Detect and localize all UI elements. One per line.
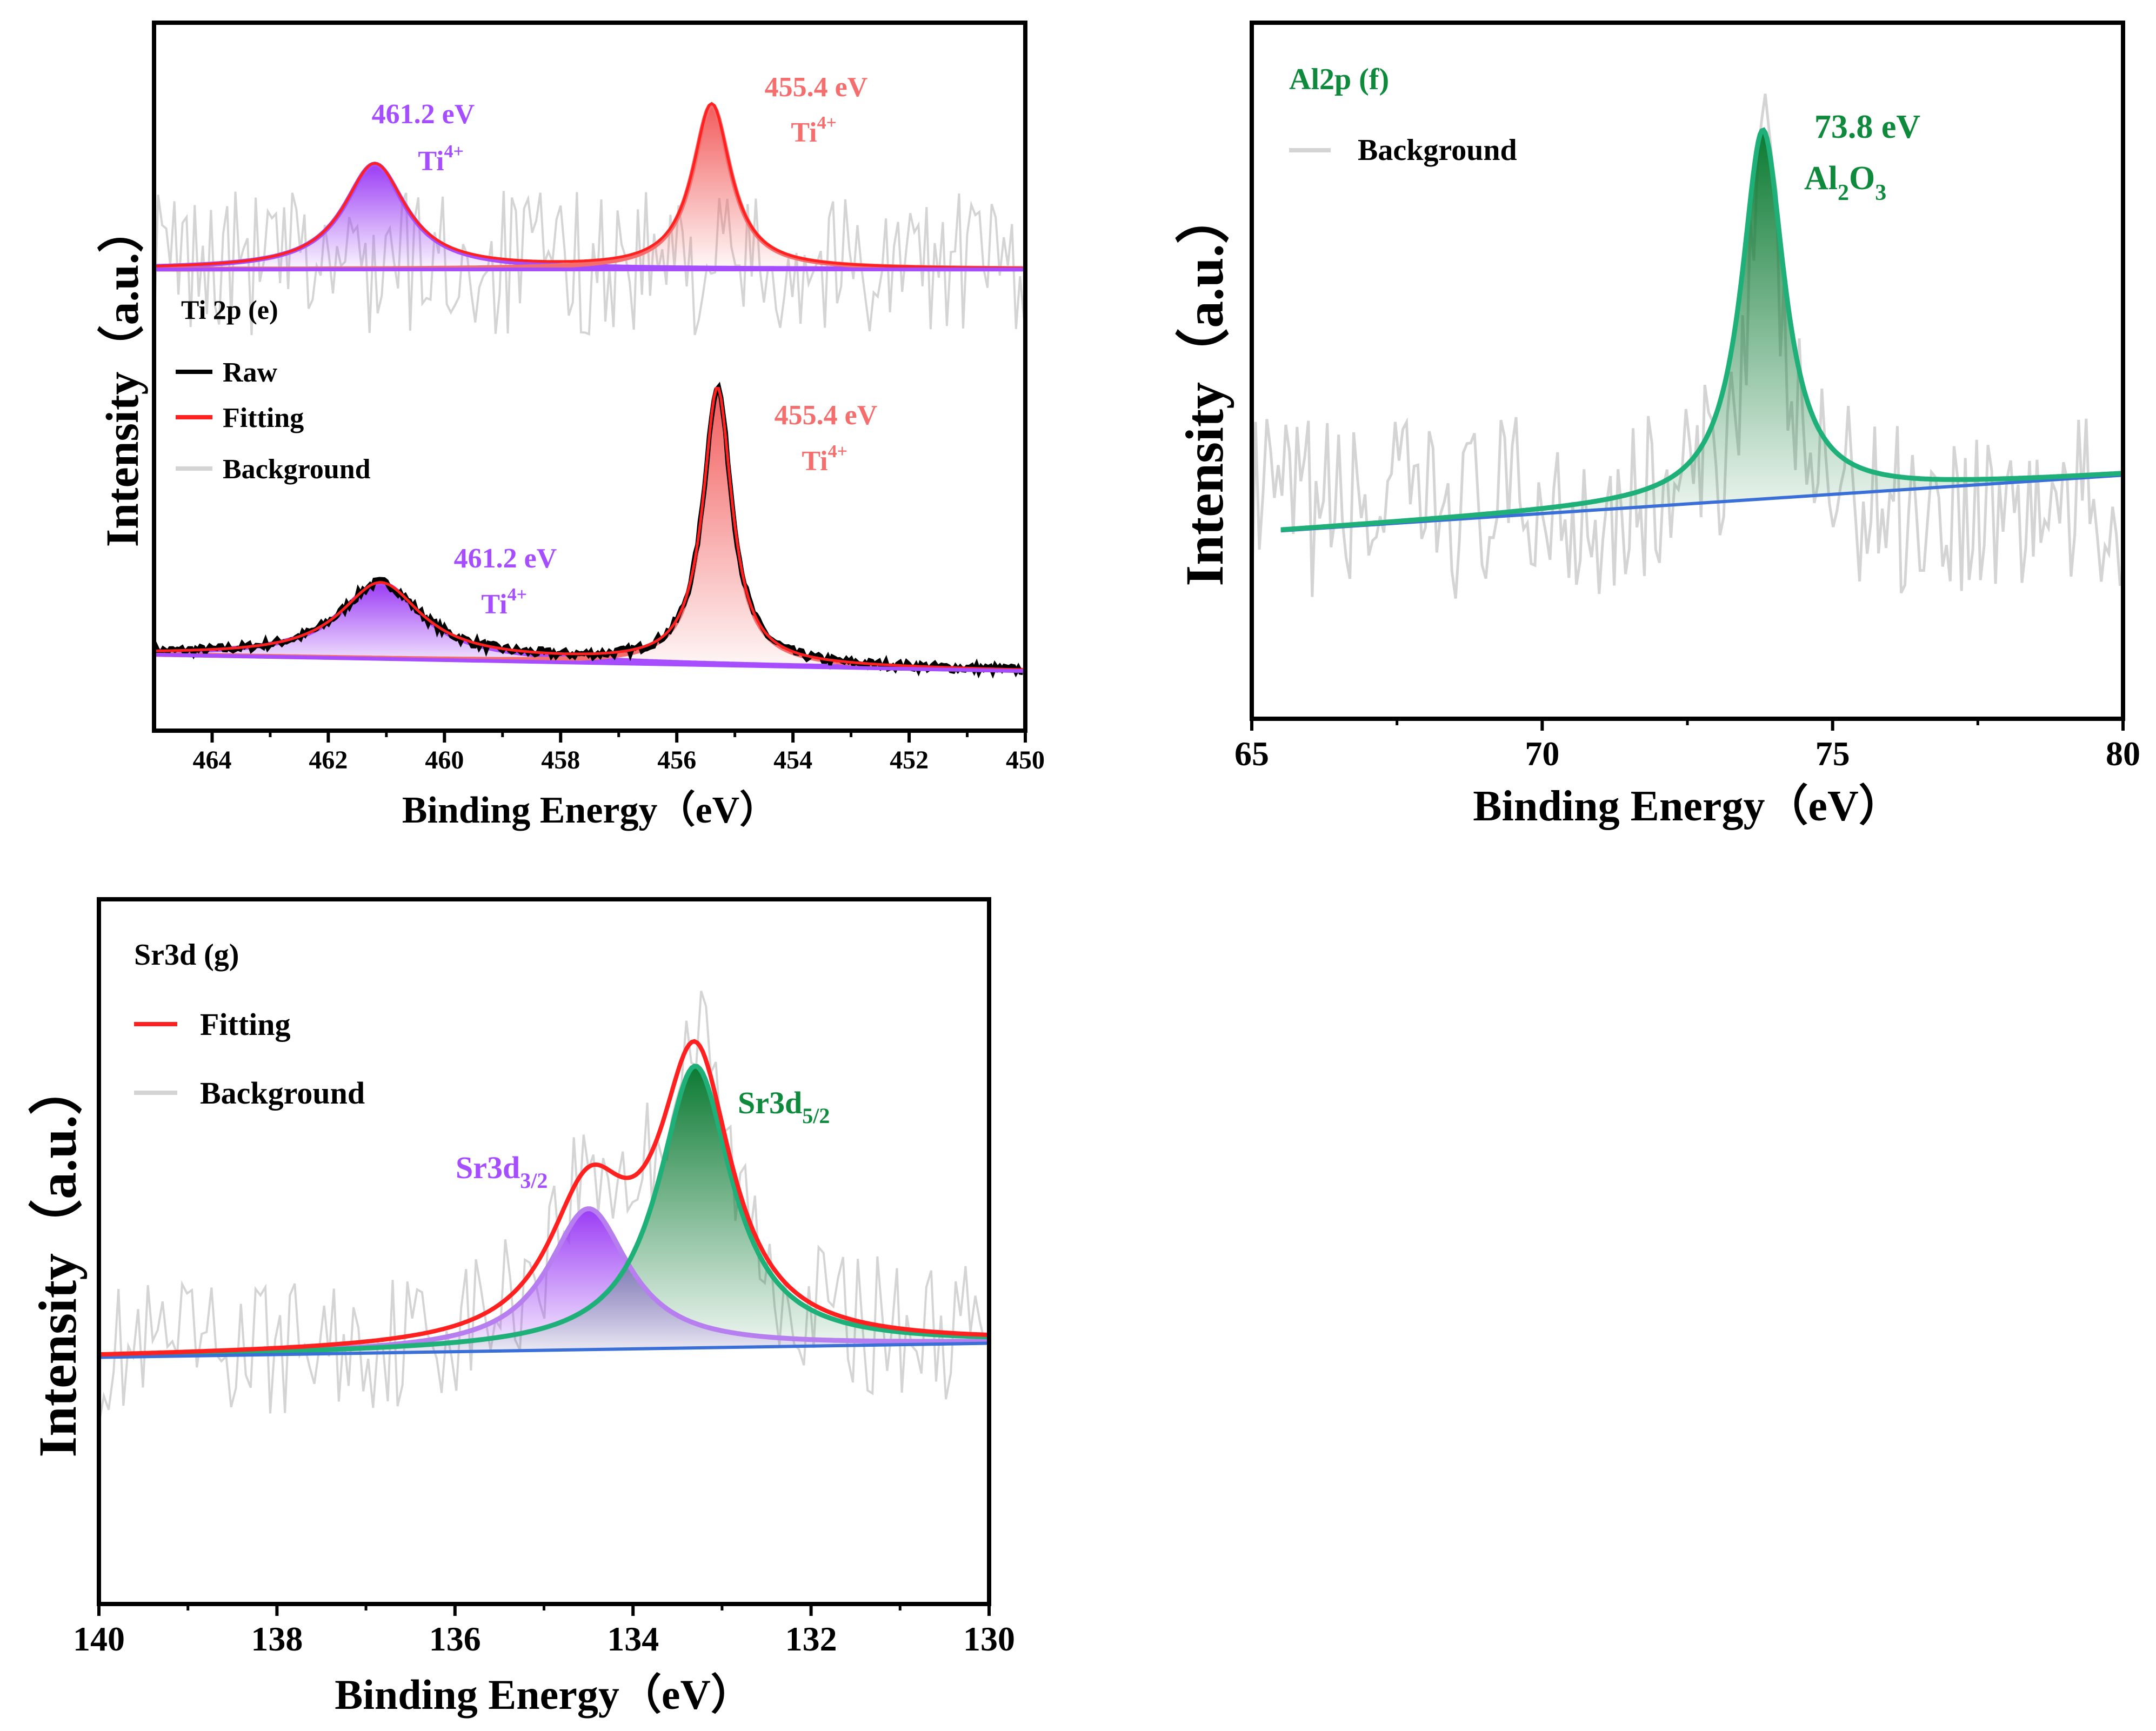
al2p-tick-label-75: 75 [1815,734,1850,773]
al2p-species-text: Al [1804,160,1838,197]
al2p-fitting-line [1280,127,2123,532]
sr3d-x-axis-label: Binding Energy（eV） [335,1671,753,1718]
sr3d-tick-label-138: 138 [251,1620,303,1658]
sr3d-fitting-line [98,1039,989,1357]
sr3d-title: Sr3d (g) [134,938,239,972]
panel-al2p: 65 70 75 80 Al2p (f) Background 73.8 eV Al2… [1174,21,2140,830]
sr3d-label-5-2: Sr3d5/2 [738,1085,830,1128]
sr3d-label-3-2: Sr3d3/2 [456,1150,548,1193]
al2p-tick-label-80: 80 [2106,734,2140,773]
al2p-peak-label-species: Al2O3 [1804,160,1886,205]
al2p-peak-fill [1280,130,2123,531]
legend-label-sr-fitting: Fitting [200,1007,291,1042]
ti2p-peak-fills [154,105,1025,671]
sr3d-tick-label-132: 132 [785,1620,837,1658]
ti2p-tick-label-464: 464 [192,746,231,774]
sr3d-peak-line-1 [98,1064,989,1359]
ti2p-upper-label-455-state: Ti4+ [791,113,837,148]
ti2p-upper-background-trace [153,191,1025,336]
al2p-peak-fills [1280,130,2123,531]
sr3d-y-axis-label: Intensity（a.u.） [28,1061,88,1457]
al2p-title: Al2p (f) [1289,63,1389,96]
ti2p-lower-455-state-sup: 4+ [828,442,847,462]
ti2p-upper-label-455-ev: 455.4 eV [765,72,868,103]
al2p-x-axis-label: Binding Energy（eV） [1473,783,1901,830]
ti2p-tick-label-450: 450 [1006,746,1045,774]
ti2p-upper-461-state-text: Ti [418,146,444,177]
ti2p-upper-label-461-ev: 461.2 eV [372,99,475,130]
ti2p-plot-frame [152,21,1027,733]
ti2p-lower-label-455-ev: 455.4 eV [775,400,878,431]
al2p-tick-label-65: 65 [1234,734,1269,773]
ti2p-tick-label-458: 458 [541,746,580,774]
ti2p-upper-peak-fill-0 [154,164,1025,270]
ti2p-tick-label-456: 456 [657,746,696,774]
ti2p-lower-fitting-line [154,386,1023,671]
ti2p-upper-455-state-sup: 4+ [817,113,837,133]
sr3d-32-sub: 3/2 [520,1168,548,1193]
ti2p-upper-461-state-sup: 4+ [444,142,464,162]
sr3d-background-noise [98,991,986,1425]
legend-label-al-background: Background [1358,133,1517,167]
ti2p-y-axis-label: Intensity（a.u.） [96,206,148,547]
sr3d-tick-label-130: 130 [963,1620,1015,1658]
ti2p-curves [151,102,1026,679]
sr3d-background-trace [98,991,986,1425]
ti2p-tick-label-462: 462 [309,746,348,774]
al2p-peak-label-ev: 73.8 eV [1814,109,1921,145]
ti2p-lower-label-461-state: Ti4+ [481,585,527,620]
sr3d-tick-label-136: 136 [429,1620,481,1658]
sr3d-tick-label-134: 134 [607,1620,659,1658]
ti2p-lower-label-455-state: Ti4+ [802,442,847,477]
al2p-species-mid: O [1849,160,1875,197]
sr3d-baseline [98,1341,990,1359]
sr3d-32-text: Sr3d [456,1150,520,1185]
al2p-plot-frame [1250,21,2125,721]
ti2p-tick-label-454: 454 [773,746,812,774]
sr3d-curves [98,1039,990,1359]
sr3d-x-ticks: 140 138 136 134 132 130 [73,1604,1015,1658]
ti2p-lower-label-461-ev: 461.2 eV [454,543,557,574]
ti2p-tick-label-452: 452 [890,746,929,774]
panel-sr3d: 140 138 136 134 132 130 Sr3d (g) Fitting Back… [28,897,1015,1718]
ti2p-lower-461-state-text: Ti [481,589,507,620]
sr3d-peak-fill-0 [99,1208,989,1358]
al2p-y-axis-label: Intensity（a.u.） [1174,190,1234,586]
al2p-x-ticks: 65 70 75 80 [1234,719,2140,773]
ti2p-background-noise [153,191,1025,336]
sr3d-tick-label-140: 140 [73,1620,125,1658]
sr3d-peak-fills [99,1066,989,1358]
ti2p-lower-455-state-text: Ti [802,446,827,477]
sr3d-52-text: Sr3d [738,1085,802,1120]
ti2p-title: Ti 2p (e) [181,295,278,325]
al2p-species-sub2: 3 [1875,181,1886,205]
ti2p-lower-baseline [153,652,1026,673]
al2p-tick-label-70: 70 [1525,734,1559,773]
al2p-background-noise [1250,93,2122,599]
ti2p-upper-peak-line-1 [154,102,1023,272]
al2p-curves [1280,127,2124,533]
legend-label-raw: Raw [223,357,278,388]
al2p-species-sub1: 2 [1838,181,1849,205]
al2p-background-trace [1250,93,2122,599]
ti2p-lower-461-state-sup: 4+ [508,585,527,605]
ti2p-tick-label-460: 460 [425,746,464,774]
ti2p-upper-label-461-state: Ti4+ [418,142,464,177]
legend-label-background: Background [223,454,371,485]
sr3d-52-sub: 5/2 [802,1104,830,1128]
legend-label-sr-background: Background [200,1075,365,1111]
legend-label-fitting: Fitting [223,403,304,433]
panel-ti2p: 464 462 460 458 456 454 452 450 Ti 2p (e) Raw F… [96,21,1045,831]
ti2p-upper-455-state-text: Ti [791,117,817,148]
ti2p-upper-fitting-line [153,102,1023,270]
sr3d-peak-fill-1 [99,1066,989,1358]
ti2p-x-axis-label: Binding Energy（eV） [402,789,777,831]
ti2p-x-ticks: 464 462 460 458 456 454 452 450 [192,731,1045,774]
ti2p-lower-peak-fill-0 [154,583,1025,671]
